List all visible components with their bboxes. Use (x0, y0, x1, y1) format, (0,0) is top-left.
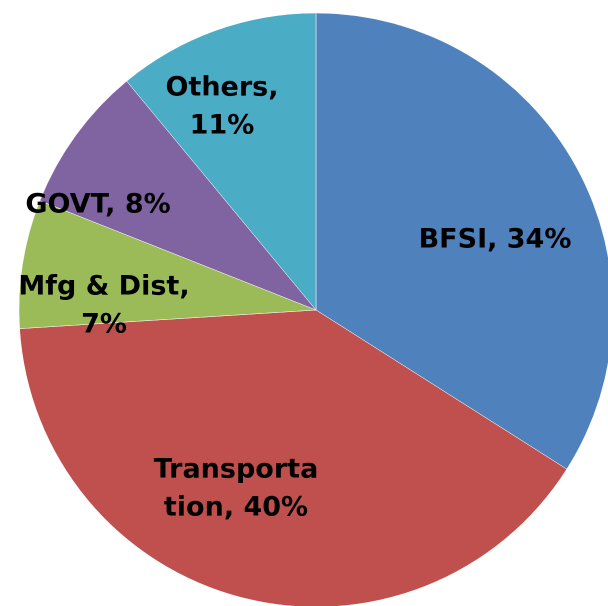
data-label: Mfg & Dist, (18, 271, 189, 302)
pie-slice (18, 200, 317, 329)
data-label: GOVT, 8% (25, 189, 170, 220)
data-label: 7% (81, 309, 127, 340)
data-label: Others, (165, 72, 278, 103)
pie-slice (126, 12, 317, 311)
data-label: tion, 40% (164, 492, 308, 523)
data-label: BFSI, 34% (419, 224, 572, 255)
pie-slice (39, 80, 317, 311)
data-label: 11% (190, 110, 255, 141)
pie-slice (19, 309, 568, 606)
pie-slice (315, 12, 608, 470)
data-label: Transporta (154, 454, 319, 485)
